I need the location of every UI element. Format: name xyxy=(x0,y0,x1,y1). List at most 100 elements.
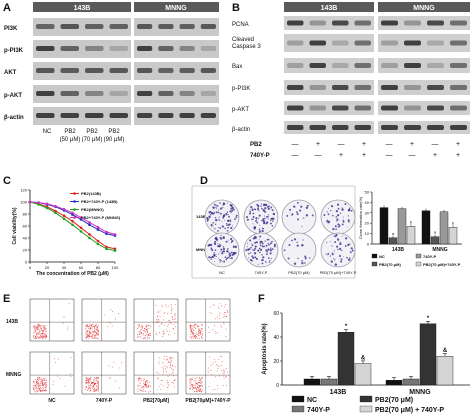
event-dot xyxy=(45,384,47,386)
event-dot xyxy=(95,324,97,325)
event-dot xyxy=(209,332,211,334)
event-dot xyxy=(34,385,36,387)
data-point xyxy=(113,249,117,252)
event-dot xyxy=(190,381,192,383)
colony xyxy=(333,251,335,253)
colony xyxy=(337,223,340,226)
colony xyxy=(262,256,265,259)
data-point xyxy=(28,200,32,204)
colony xyxy=(235,216,238,219)
lane-label: PB2 (70 μM) xyxy=(82,129,103,143)
blot-band xyxy=(36,113,55,118)
colony xyxy=(342,216,344,218)
event-dot xyxy=(163,332,165,334)
colony xyxy=(334,241,337,244)
event-dot xyxy=(137,328,138,329)
blot-band xyxy=(287,63,304,68)
blot-strip xyxy=(134,107,219,125)
event-dot xyxy=(157,321,158,323)
colony xyxy=(231,211,232,213)
event-dot xyxy=(43,383,45,385)
blot-band xyxy=(287,85,304,90)
event-dot xyxy=(138,377,140,379)
bar xyxy=(419,323,437,386)
event-dot xyxy=(190,384,192,386)
blot-band xyxy=(36,91,55,96)
event-dot xyxy=(44,379,46,381)
event-dot xyxy=(195,337,196,339)
colony xyxy=(335,216,338,218)
event-dot xyxy=(145,331,147,333)
event-dot xyxy=(194,378,196,379)
event-dot xyxy=(200,380,201,382)
event-dot xyxy=(91,324,93,326)
event-dot xyxy=(33,380,35,382)
event-dot xyxy=(43,390,45,392)
data-point xyxy=(37,203,40,206)
colony xyxy=(219,227,222,229)
panel-b-treatment-table: PB2— + — + — + — +740Y-P — — + + — — + + xyxy=(250,141,460,159)
colony xyxy=(254,256,257,259)
blot-band xyxy=(381,105,398,111)
colony xyxy=(249,259,252,261)
event-dot xyxy=(165,366,167,368)
colony xyxy=(221,252,224,255)
event-dot xyxy=(137,384,139,386)
treatment-sign: — xyxy=(409,152,416,159)
event-dot xyxy=(45,389,47,391)
colony xyxy=(214,261,216,263)
event-dot xyxy=(45,386,47,388)
event-dot xyxy=(111,325,113,327)
event-dot xyxy=(170,312,172,314)
event-dot xyxy=(213,305,215,307)
treatment-label: 740Y-P xyxy=(250,153,270,159)
event-dot xyxy=(164,368,166,370)
blot-band xyxy=(137,113,153,118)
colony xyxy=(226,219,230,223)
event-dot xyxy=(144,337,146,339)
colony xyxy=(216,219,218,221)
event-dot xyxy=(67,328,68,330)
colony xyxy=(230,257,233,259)
treatment-sign: + xyxy=(456,141,460,148)
blot-band xyxy=(109,24,128,29)
colony xyxy=(259,224,261,226)
event-dot xyxy=(42,337,44,339)
event-dot xyxy=(160,323,162,325)
event-dot xyxy=(146,386,148,388)
event-dot xyxy=(89,390,91,392)
event-dot xyxy=(93,384,95,386)
legend-label: PB2(MNNG) xyxy=(81,207,104,212)
colony xyxy=(335,264,338,266)
event-dot xyxy=(216,370,218,372)
event-dot xyxy=(140,336,142,338)
event-dot xyxy=(142,387,143,389)
event-dot xyxy=(36,390,38,392)
colony xyxy=(266,215,269,218)
significance-mark: b xyxy=(410,219,413,224)
event-dot xyxy=(147,332,149,334)
data-point xyxy=(105,232,108,236)
event-dot xyxy=(197,333,199,335)
lane-label: NC xyxy=(43,129,52,135)
data-point xyxy=(71,211,74,215)
category-label: MNNG xyxy=(409,389,431,396)
colony xyxy=(256,219,258,221)
bar xyxy=(397,208,407,245)
event-dot xyxy=(149,385,151,387)
colony xyxy=(333,235,336,237)
cell-line-143b-a: 143B xyxy=(74,5,91,12)
flow-plot xyxy=(29,351,75,395)
y-axis-label: Apoptosis rate(%) xyxy=(262,323,268,374)
event-dot xyxy=(171,309,173,311)
blot-band xyxy=(60,91,79,96)
event-dot xyxy=(86,324,88,326)
event-dot xyxy=(97,387,99,389)
legend-label: PB2+740Y-P (MNNG) xyxy=(81,215,121,220)
event-dot xyxy=(138,378,140,380)
event-dot xyxy=(139,381,141,383)
colony xyxy=(272,220,274,222)
event-dot xyxy=(192,334,194,336)
event-dot xyxy=(218,318,220,320)
